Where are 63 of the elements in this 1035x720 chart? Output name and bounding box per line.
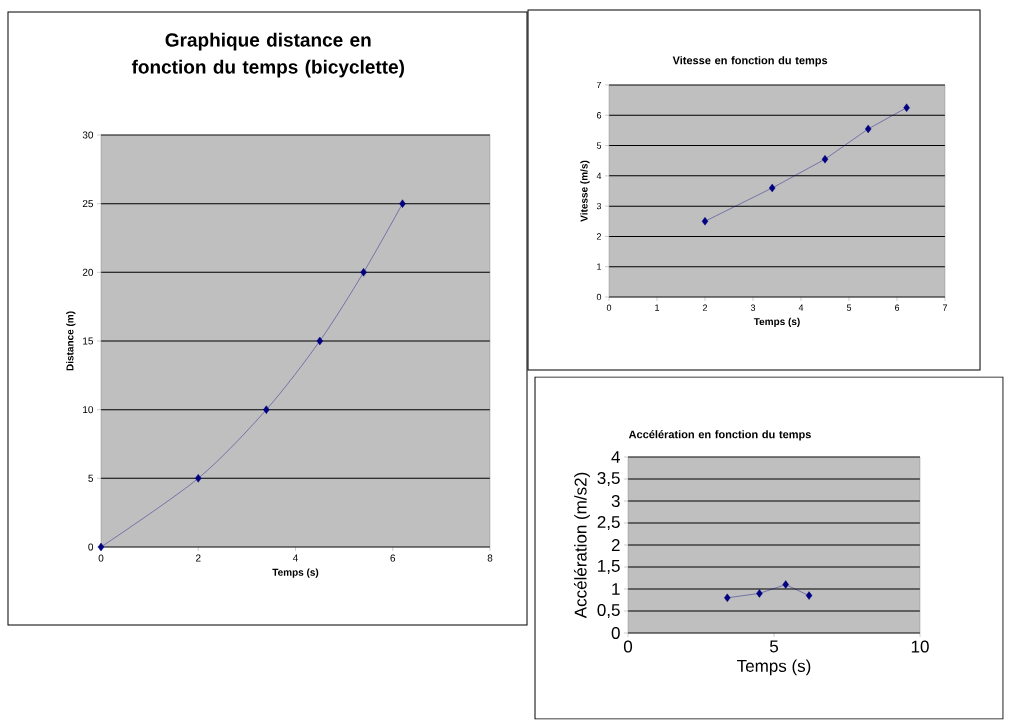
y-axis-title: Vitesse (m/s) — [580, 160, 590, 222]
chart-title: Vitesse en fonction du temps — [672, 56, 828, 67]
chart-title: Graphique distance en fonction du temps (bicyclette) — [131, 33, 405, 78]
y-tick-label: 0 — [611, 627, 620, 640]
y-tick-label: 3 — [596, 203, 602, 210]
point — [903, 103, 910, 113]
point — [316, 337, 324, 346]
y-tick-label: 2 — [611, 539, 620, 552]
point — [724, 593, 731, 603]
y-tick-label: 25 — [82, 200, 94, 208]
x-tick-label: 1 — [655, 304, 660, 311]
point — [263, 405, 270, 415]
y-tick-label: 15 — [83, 337, 94, 345]
y-tick-label: 30 — [82, 131, 94, 139]
point — [360, 268, 367, 277]
y-tick-label: 7 — [596, 82, 602, 89]
point — [756, 589, 763, 598]
point — [195, 474, 202, 483]
x-tick-label: 6 — [894, 304, 900, 312]
point — [821, 155, 829, 164]
point — [865, 124, 872, 134]
y-tick-label: 5 — [88, 475, 94, 483]
x-tick-label: 0 — [623, 640, 633, 653]
y-tick-label: 4 — [611, 451, 620, 464]
y-tick-label: 3 — [611, 495, 620, 508]
x-tick-label: 3 — [750, 304, 756, 312]
x-tick-label: 2 — [195, 554, 201, 562]
x-tick-label: 5 — [769, 640, 779, 653]
y-tick-label: 2,5 — [597, 516, 620, 531]
x-tick-label: 7 — [942, 304, 948, 311]
x-tick-label: 0 — [98, 554, 104, 562]
point — [97, 543, 105, 552]
x-tick-label: 6 — [390, 554, 396, 562]
y-tick-label: 2 — [596, 233, 602, 240]
y-tick-label: 1 — [612, 583, 620, 596]
x-tick-label: 10 — [911, 640, 929, 653]
y-tick-label: 0,5 — [597, 604, 620, 619]
x-axis-title: Temps (s) — [753, 318, 800, 328]
y-tick-label: 20 — [82, 269, 94, 277]
y-tick-label: 6 — [596, 112, 602, 119]
y-tick-label: 1 — [597, 263, 602, 271]
x-tick-label: 2 — [702, 304, 708, 312]
x-axis-title: Temps (s) — [272, 568, 319, 579]
y-tick-label: 5 — [596, 142, 602, 149]
point — [782, 580, 789, 590]
y-tick-label: 4 — [596, 173, 602, 180]
x-axis-title: Temps (s) — [737, 659, 811, 676]
y-tick-label: 0 — [596, 294, 602, 301]
point — [769, 184, 776, 193]
chart-title: Accélération en fonction du temps — [628, 430, 811, 441]
y-axis-title: Accélération (m/s2) — [573, 473, 590, 619]
x-tick-label: 8 — [487, 554, 493, 562]
y-tick-label: 3,5 — [597, 472, 620, 487]
point — [805, 591, 813, 601]
x-tick-label: 5 — [846, 304, 852, 312]
point — [701, 217, 709, 226]
x-tick-label: 4 — [798, 304, 804, 311]
y-axis-title: Distance (m) — [66, 311, 76, 371]
point — [399, 199, 406, 209]
y-tick-label: 0 — [88, 543, 94, 551]
x-tick-label: 4 — [292, 554, 298, 562]
y-tick-label: 10 — [83, 406, 94, 414]
y-tick-label: 1,5 — [598, 560, 620, 575]
